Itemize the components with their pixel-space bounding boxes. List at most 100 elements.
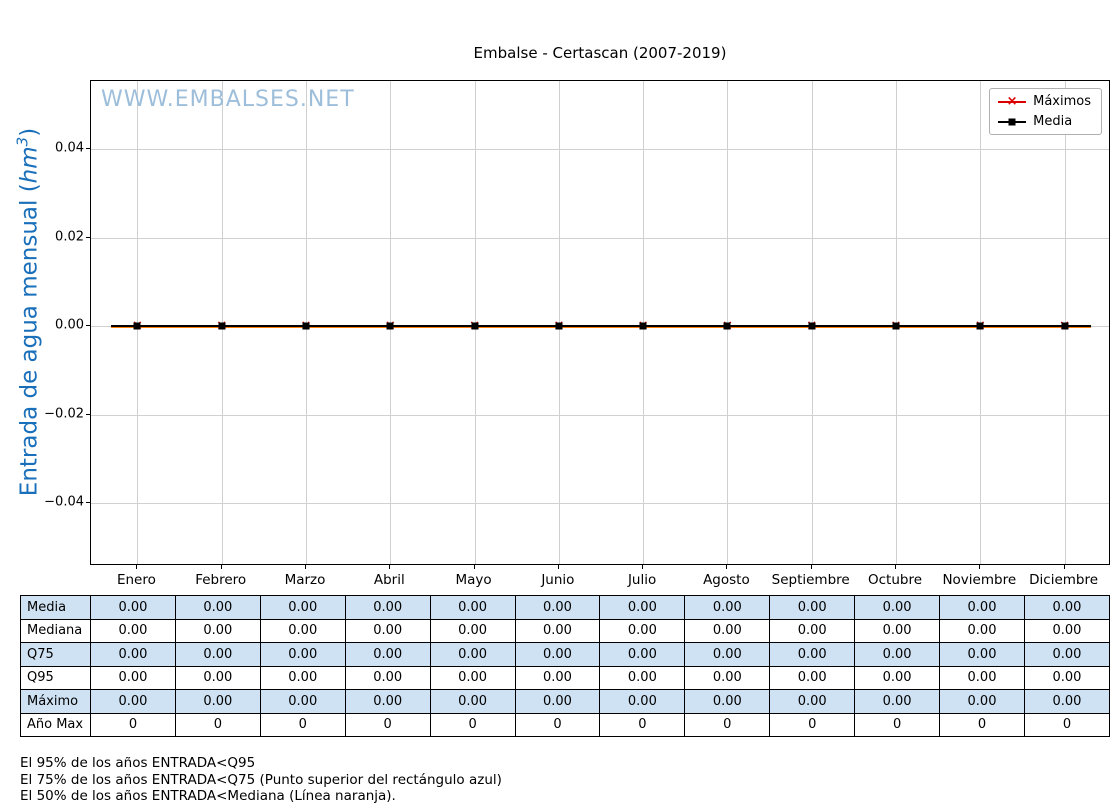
table-cell: 0.00 <box>1023 618 1111 643</box>
table-cell: 0.00 <box>259 595 346 620</box>
table-cell: 0.00 <box>854 618 941 643</box>
x-tick-mark <box>220 565 222 569</box>
chart-title: Embalse - Certascan (2007-2019) <box>473 44 727 62</box>
table-cell: 0.00 <box>429 665 516 690</box>
v-gridline <box>811 81 813 564</box>
v-gridline <box>980 81 982 564</box>
table-cell: 0 <box>599 712 686 737</box>
table-cell: 0 <box>174 712 261 737</box>
table-row: Q95 0.00 0.00 0.00 0.00 0.00 0.00 0.00 0.00 0.00 0… <box>20 665 1111 690</box>
media-marker <box>471 322 479 330</box>
table-cell: 0 <box>769 712 856 737</box>
table-cell: 0.00 <box>344 665 431 690</box>
row-label: Q95 <box>20 665 91 690</box>
table-row: Q75 0.00 0.00 0.00 0.00 0.00 0.00 0.00 0.00 0.00 0… <box>20 642 1111 667</box>
v-gridline <box>643 81 645 564</box>
v-gridline <box>558 81 560 564</box>
table-row: Máximo 0.00 0.00 0.00 0.00 0.00 0.00 0.00 0.00 0.… <box>20 689 1111 714</box>
y-tick-label: −0.04 <box>44 494 84 510</box>
table-cell: 0.00 <box>90 689 176 714</box>
table-cell: 0.00 <box>514 642 601 667</box>
table-cell: 0.00 <box>174 595 261 620</box>
table-cell: 0 <box>1023 712 1111 737</box>
v-gridline <box>474 81 476 564</box>
footnote-line: El 75% de los años ENTRADA<Q75 (Punto su… <box>20 771 502 788</box>
table-cell: 0.00 <box>939 618 1025 643</box>
v-gridline <box>896 81 897 564</box>
table-cell: 0.00 <box>684 618 771 643</box>
x-tick-mark <box>979 565 981 569</box>
legend: × Máximos Media <box>989 88 1102 135</box>
media-marker <box>976 322 984 330</box>
media-marker <box>133 322 141 330</box>
table-cell: 0.00 <box>90 642 176 667</box>
x-tick-mark <box>389 565 391 569</box>
media-marker <box>218 322 226 330</box>
v-gridline <box>221 81 223 564</box>
row-label: Q75 <box>20 642 91 667</box>
v-gridline <box>306 81 307 564</box>
media-marker <box>892 322 900 330</box>
table-cell: 0.00 <box>259 642 346 667</box>
x-tick-mark <box>473 565 475 569</box>
legend-item-media: Media <box>998 114 1091 129</box>
table-cell: 0.00 <box>939 642 1025 667</box>
x-tick-mark <box>895 565 896 569</box>
v-gridline <box>1064 81 1066 564</box>
maximos-x-marker-icon: × <box>1006 93 1018 109</box>
x-tick-mark <box>136 565 138 569</box>
table-row: Año Max 0 0 0 0 0 0 0 0 0 0 0 0 <box>20 712 1111 737</box>
table-cell: 0.00 <box>939 595 1025 620</box>
month-label: Abril <box>373 572 405 588</box>
month-label: Septiembre <box>771 572 850 588</box>
month-label: Agosto <box>703 572 750 588</box>
summary-table: Media 0.00 0.00 0.00 0.00 0.00 0.00 0.00 0.00 0.0… <box>20 595 1111 737</box>
table-cell: 0 <box>90 712 176 737</box>
table-cell: 0.00 <box>599 689 686 714</box>
x-tick-mark <box>305 565 306 569</box>
table-cell: 0 <box>684 712 771 737</box>
table-cell: 0 <box>939 712 1025 737</box>
media-marker <box>639 322 647 330</box>
table-row: Mediana 0.00 0.00 0.00 0.00 0.00 0.00 0.00 0.00 0… <box>20 618 1111 643</box>
v-gridline <box>727 81 729 564</box>
media-line-square-icon <box>998 115 1027 129</box>
table-cell: 0.00 <box>1023 665 1111 690</box>
table-cell: 0.00 <box>939 665 1025 690</box>
table-cell: 0.00 <box>174 689 261 714</box>
media-marker <box>386 322 394 330</box>
table-cell: 0.00 <box>769 595 856 620</box>
table-cell: 0.00 <box>684 665 771 690</box>
y-tick-label: 0.02 <box>55 229 84 245</box>
row-label: Mediana <box>20 618 91 643</box>
watermark: WWW.EMBALSES.NET <box>101 87 355 112</box>
table-cell: 0.00 <box>854 595 941 620</box>
row-label: Año Max <box>20 712 91 737</box>
table-cell: 0.00 <box>174 618 261 643</box>
table-cell: 0 <box>854 712 941 737</box>
y-axis-label: Entrada de agua mensual (hm3) <box>14 128 43 496</box>
legend-label-media: Media <box>1033 114 1073 129</box>
table-cell: 0.00 <box>514 595 601 620</box>
table-cell: 0.00 <box>854 665 941 690</box>
x-tick-mark <box>726 565 728 569</box>
month-label: Julio <box>627 572 657 588</box>
table-cell: 0.00 <box>514 665 601 690</box>
table-cell: 0.00 <box>1023 642 1111 667</box>
table-cell: 0.00 <box>429 642 516 667</box>
v-gridline <box>390 81 392 564</box>
table-cell: 0.00 <box>599 618 686 643</box>
table-cell: 0.00 <box>259 665 346 690</box>
table-cell: 0.00 <box>939 689 1025 714</box>
table-cell: 0.00 <box>429 689 516 714</box>
media-line <box>111 325 1091 328</box>
table-cell: 0.00 <box>344 642 431 667</box>
table-cell: 0.00 <box>514 618 601 643</box>
media-marker <box>1061 322 1069 330</box>
y-axis-label-close: ) <box>16 127 43 137</box>
table-cell: 0.00 <box>684 689 771 714</box>
table-cell: 0.00 <box>90 665 176 690</box>
y-tick-label: 0.04 <box>55 140 84 156</box>
table-cell: 0.00 <box>174 642 261 667</box>
